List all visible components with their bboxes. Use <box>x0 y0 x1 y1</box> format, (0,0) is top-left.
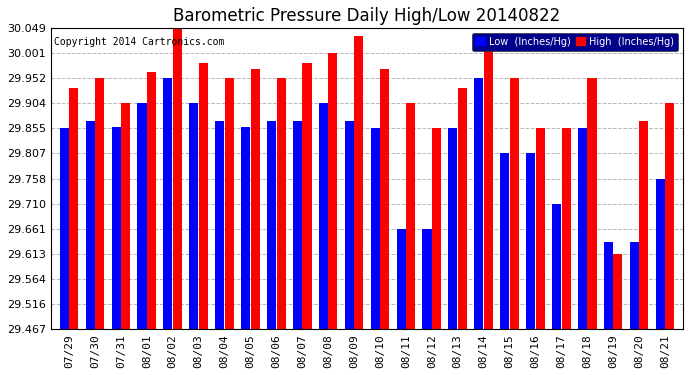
Bar <box>604 242 613 330</box>
Bar <box>354 36 364 330</box>
Bar <box>319 103 328 330</box>
Bar <box>422 230 431 330</box>
Title: Barometric Pressure Daily High/Low 20140822: Barometric Pressure Daily High/Low 20140… <box>173 7 560 25</box>
Bar <box>225 78 234 330</box>
Bar <box>535 128 544 330</box>
Bar <box>613 254 622 330</box>
Bar <box>380 69 389 330</box>
Bar <box>562 128 571 330</box>
Legend: Low  (Inches/Hg), High  (Inches/Hg): Low (Inches/Hg), High (Inches/Hg) <box>471 33 678 51</box>
Bar <box>267 121 276 330</box>
Bar <box>328 53 337 330</box>
Bar <box>432 128 441 330</box>
Bar <box>112 127 121 330</box>
Bar <box>406 103 415 330</box>
Bar <box>458 88 467 330</box>
Bar <box>86 121 95 330</box>
Bar <box>173 28 182 330</box>
Bar <box>500 153 509 330</box>
Bar <box>639 121 649 330</box>
Bar <box>665 103 674 330</box>
Text: Copyright 2014 Cartronics.com: Copyright 2014 Cartronics.com <box>54 37 224 47</box>
Bar <box>121 103 130 330</box>
Bar <box>345 121 354 330</box>
Bar <box>484 36 493 330</box>
Bar <box>510 78 519 330</box>
Bar <box>250 69 259 330</box>
Bar <box>199 63 208 330</box>
Bar <box>293 121 302 330</box>
Bar <box>474 78 483 330</box>
Bar <box>302 63 312 330</box>
Bar <box>137 103 146 330</box>
Bar <box>95 78 104 330</box>
Bar <box>587 78 597 330</box>
Bar <box>215 121 224 330</box>
Bar <box>448 128 457 330</box>
Bar <box>526 153 535 330</box>
Bar <box>371 128 380 330</box>
Bar <box>147 72 156 330</box>
Bar <box>630 242 639 330</box>
Bar <box>241 127 250 330</box>
Bar <box>277 78 286 330</box>
Bar <box>189 103 198 330</box>
Bar <box>656 178 664 330</box>
Bar <box>552 204 561 330</box>
Bar <box>578 128 587 330</box>
Bar <box>69 88 79 330</box>
Bar <box>397 230 406 330</box>
Bar <box>60 128 69 330</box>
Bar <box>164 78 172 330</box>
